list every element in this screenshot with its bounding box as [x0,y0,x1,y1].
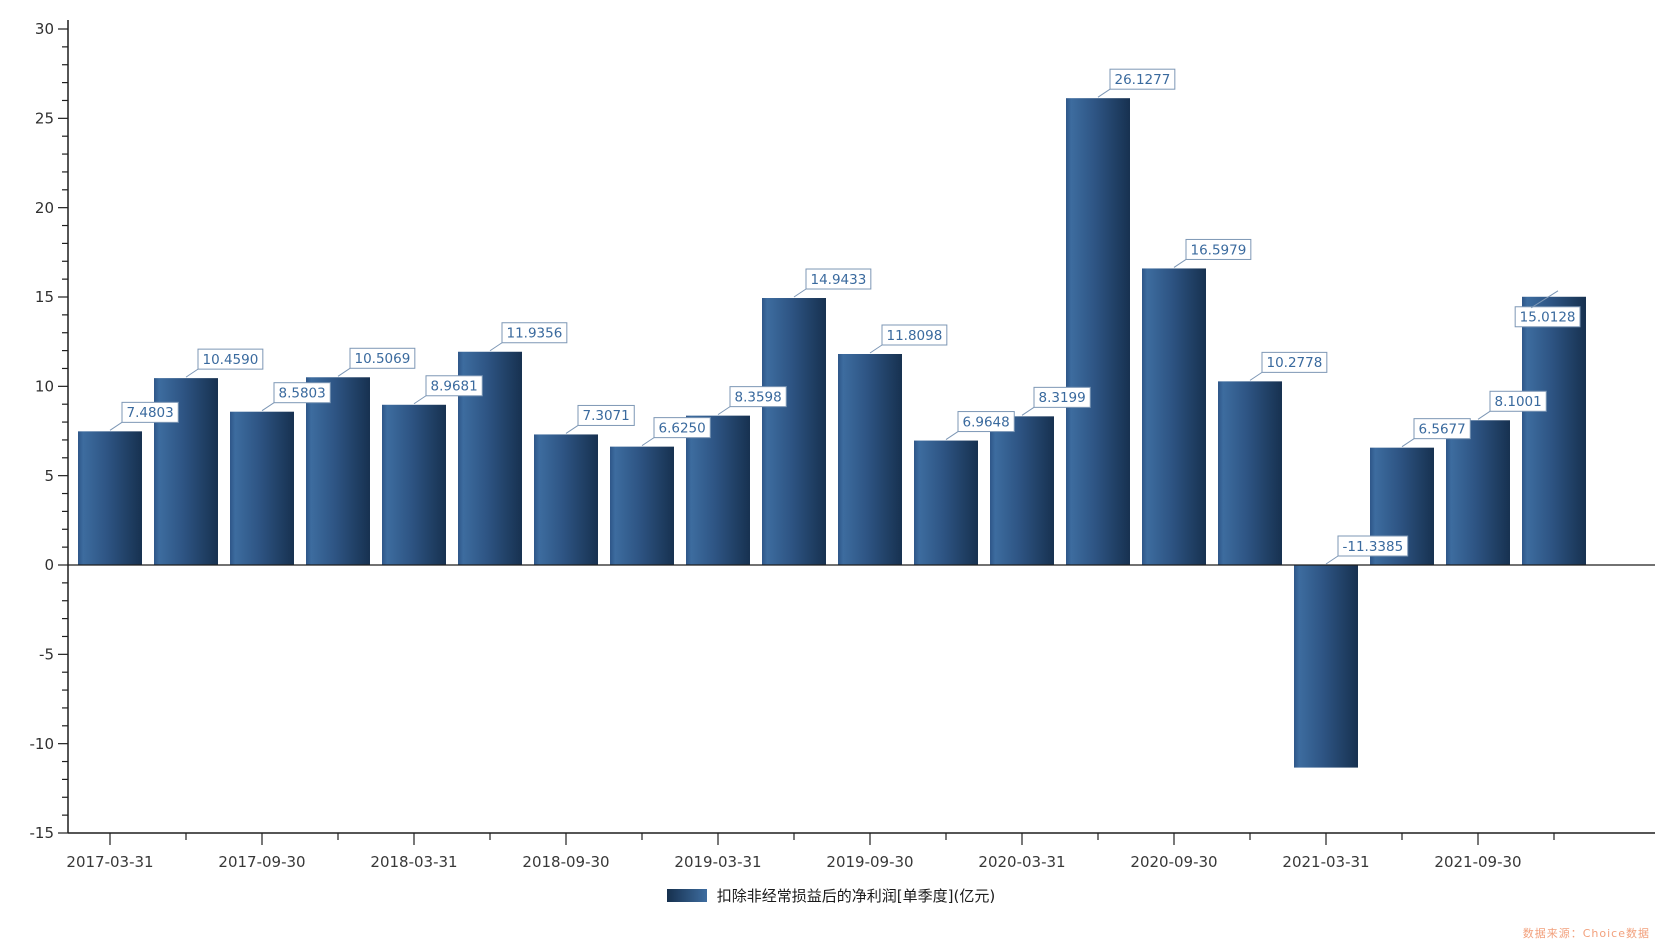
y-axis: -15 -10 -5 0 5 10 15 20 25 30 [30,20,69,842]
svg-text:8.3199: 8.3199 [1039,390,1086,406]
value-label: 26.1277 [1097,68,1176,98]
y-tick-label: 0 [44,556,54,574]
bars-group [78,98,1586,768]
svg-text:6.5677: 6.5677 [1419,421,1466,437]
x-tick-label: 2017-09-30 [218,853,305,871]
y-tick-label: 20 [35,199,54,217]
x-tick-label: 2018-09-30 [522,853,609,871]
bar[interactable] [1522,296,1586,565]
svg-text:7.4803: 7.4803 [127,405,174,421]
x-axis: 2017-03-31 2017-09-30 2018-03-31 2018-09-30… [66,564,1655,871]
x-tick-label: 2020-09-30 [1130,853,1217,871]
bar[interactable] [534,434,598,565]
value-label: 15.0128 [1514,290,1581,328]
svg-text:-11.3385: -11.3385 [1343,539,1404,555]
legend-label: 扣除非经常损益后的净利润[单季度](亿元) [716,887,996,905]
bar[interactable] [306,377,370,565]
y-tick-label: 25 [35,110,54,128]
svg-text:8.1001: 8.1001 [1495,394,1542,410]
bar[interactable] [990,416,1054,565]
value-label: 7.3071 [565,404,635,434]
svg-text:15.0128: 15.0128 [1520,310,1576,326]
y-tick-label: 15 [35,288,54,306]
y-tick-label: -5 [39,646,54,664]
value-label: 8.9681 [413,375,483,405]
bar[interactable] [382,404,446,565]
bar[interactable] [610,446,674,565]
value-label: 6.6250 [641,417,711,447]
x-tick-label: 2019-09-30 [826,853,913,871]
x-tick-label: 2020-03-31 [978,853,1065,871]
x-tick-label: 2021-03-31 [1282,853,1369,871]
value-label: 10.2778 [1249,351,1328,381]
bar[interactable] [78,431,142,565]
value-label: 14.9433 [793,268,872,298]
svg-text:11.8098: 11.8098 [887,328,943,344]
bar[interactable] [1066,98,1130,566]
y-tick-label: -10 [30,735,55,753]
source-note: 数据来源：Choice数据 [1522,927,1650,940]
value-label: 6.9648 [945,411,1015,440]
value-label: 7.4803 [109,401,179,431]
value-label: 8.3199 [1021,386,1091,416]
svg-text:10.2778: 10.2778 [1267,355,1323,371]
bar[interactable] [914,440,978,565]
value-label: 10.5069 [337,347,416,377]
x-tick-label: 2017-03-31 [66,853,153,871]
value-label: 11.9356 [489,322,568,352]
y-tick-label: 30 [35,20,54,38]
bar[interactable] [838,353,902,565]
y-tick-label: 10 [35,378,54,396]
bar[interactable] [1294,565,1358,768]
svg-text:6.9648: 6.9648 [963,414,1010,430]
svg-text:14.9433: 14.9433 [811,272,867,288]
value-label: 8.1001 [1477,390,1547,420]
bar[interactable] [1446,420,1510,565]
svg-text:8.9681: 8.9681 [431,379,478,395]
svg-text:10.4590: 10.4590 [203,352,259,368]
value-label: 8.5803 [261,382,331,412]
value-label: 8.3598 [717,386,787,416]
bar[interactable] [762,298,826,565]
bar[interactable] [1142,268,1206,565]
value-labels-group: 7.4803 10.4590 8.5803 10.5069 8.9681 11.9356 7… [109,68,1581,565]
bar[interactable] [1218,381,1282,565]
svg-text:11.9356: 11.9356 [507,326,563,342]
svg-text:26.1277: 26.1277 [1115,72,1171,88]
y-tick-label: 5 [44,467,54,485]
x-tick-label: 2021-09-30 [1434,853,1521,871]
svg-text:7.3071: 7.3071 [583,408,630,424]
legend-swatch-icon [666,889,707,902]
value-label: 11.8098 [869,324,948,354]
bar[interactable] [230,411,294,565]
value-label: -11.3385 [1325,535,1409,565]
svg-text:16.5979: 16.5979 [1191,242,1247,258]
value-label: 10.4590 [185,348,264,378]
value-label: 6.5677 [1401,418,1471,448]
svg-text:6.6250: 6.6250 [659,420,706,436]
value-label: 16.5979 [1173,238,1252,268]
x-tick-label: 2018-03-31 [370,853,457,871]
y-tick-label: -15 [30,824,55,842]
svg-text:10.5069: 10.5069 [355,351,411,367]
x-tick-label: 2019-03-31 [674,853,761,871]
legend[interactable]: 扣除非经常损益后的净利润[单季度](亿元) [0,885,1662,906]
bar[interactable] [686,415,750,565]
svg-text:8.3598: 8.3598 [735,389,782,405]
svg-text:8.5803: 8.5803 [279,385,326,401]
